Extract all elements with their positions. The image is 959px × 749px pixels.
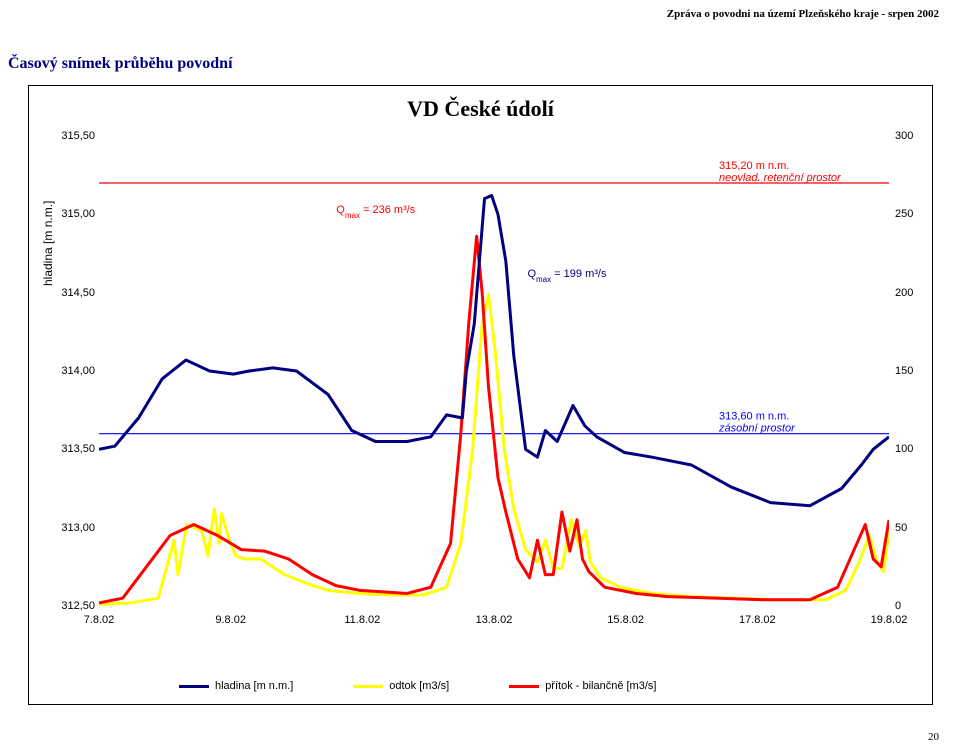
x-tick-label: 9.8.02: [206, 614, 256, 626]
x-tick-label: 7.8.02: [74, 614, 124, 626]
y1-tick-label: 313,00: [51, 522, 95, 534]
y1-tick-label: 315,00: [51, 208, 95, 220]
x-tick-label: 11.8.02: [337, 614, 387, 626]
y1-tick-label: 312,50: [51, 600, 95, 612]
legend-swatch: [353, 685, 383, 688]
chart-container: VD České údolí hladina [m n.m.] průtok […: [28, 85, 933, 705]
svg-text:315,20 m n.m.: 315,20 m n.m.: [719, 160, 789, 172]
y1-tick-label: 314,00: [51, 365, 95, 377]
legend: hladina [m n.m.] odtok [m3/s] přítok - bil…: [179, 680, 656, 692]
chart-svg: 315,20 m n.m.neovlad. retenční prostor 31…: [99, 136, 889, 606]
svg-text:Qmax = 236 m³/s: Qmax = 236 m³/s: [336, 204, 416, 220]
svg-text:zásobní prostor: zásobní prostor: [718, 423, 796, 435]
plot-area: 315,20 m n.m.neovlad. retenční prostor 31…: [99, 136, 889, 606]
legend-label: přítok - bilančně [m3/s]: [545, 680, 656, 692]
report-header: Zpráva o povodni na území Plzeňského kra…: [667, 8, 939, 20]
svg-text:313,60 m n.m.: 313,60 m n.m.: [719, 411, 789, 423]
x-tick-label: 13.8.02: [469, 614, 519, 626]
y2-tick-label: 100: [895, 443, 913, 455]
legend-swatch: [179, 685, 209, 688]
legend-item: hladina [m n.m.]: [179, 680, 293, 692]
legend-item: přítok - bilančně [m3/s]: [509, 680, 656, 692]
y1-tick-label: 315,50: [51, 130, 95, 142]
y1-tick-label: 314,50: [51, 287, 95, 299]
x-tick-label: 15.8.02: [601, 614, 651, 626]
y2-tick-label: 300: [895, 130, 913, 142]
x-tick-label: 17.8.02: [732, 614, 782, 626]
y2-tick-label: 50: [895, 522, 907, 534]
section-heading: Časový snímek průběhu povodní: [8, 55, 233, 73]
y2-tick-label: 250: [895, 208, 913, 220]
y2-tick-label: 0: [895, 600, 901, 612]
legend-swatch: [509, 685, 539, 688]
x-tick-label: 19.8.02: [864, 614, 914, 626]
legend-item: odtok [m3/s]: [353, 680, 449, 692]
y2-tick-label: 200: [895, 287, 913, 299]
page-number: 20: [928, 731, 939, 743]
svg-text:neovlad. retenční prostor: neovlad. retenční prostor: [719, 172, 842, 184]
y1-tick-label: 313,50: [51, 443, 95, 455]
y2-tick-label: 150: [895, 365, 913, 377]
chart-title: VD České údolí: [29, 96, 932, 122]
legend-label: odtok [m3/s]: [389, 680, 449, 692]
legend-label: hladina [m n.m.]: [215, 680, 293, 692]
svg-text:Qmax = 199 m³/s: Qmax = 199 m³/s: [527, 268, 607, 284]
